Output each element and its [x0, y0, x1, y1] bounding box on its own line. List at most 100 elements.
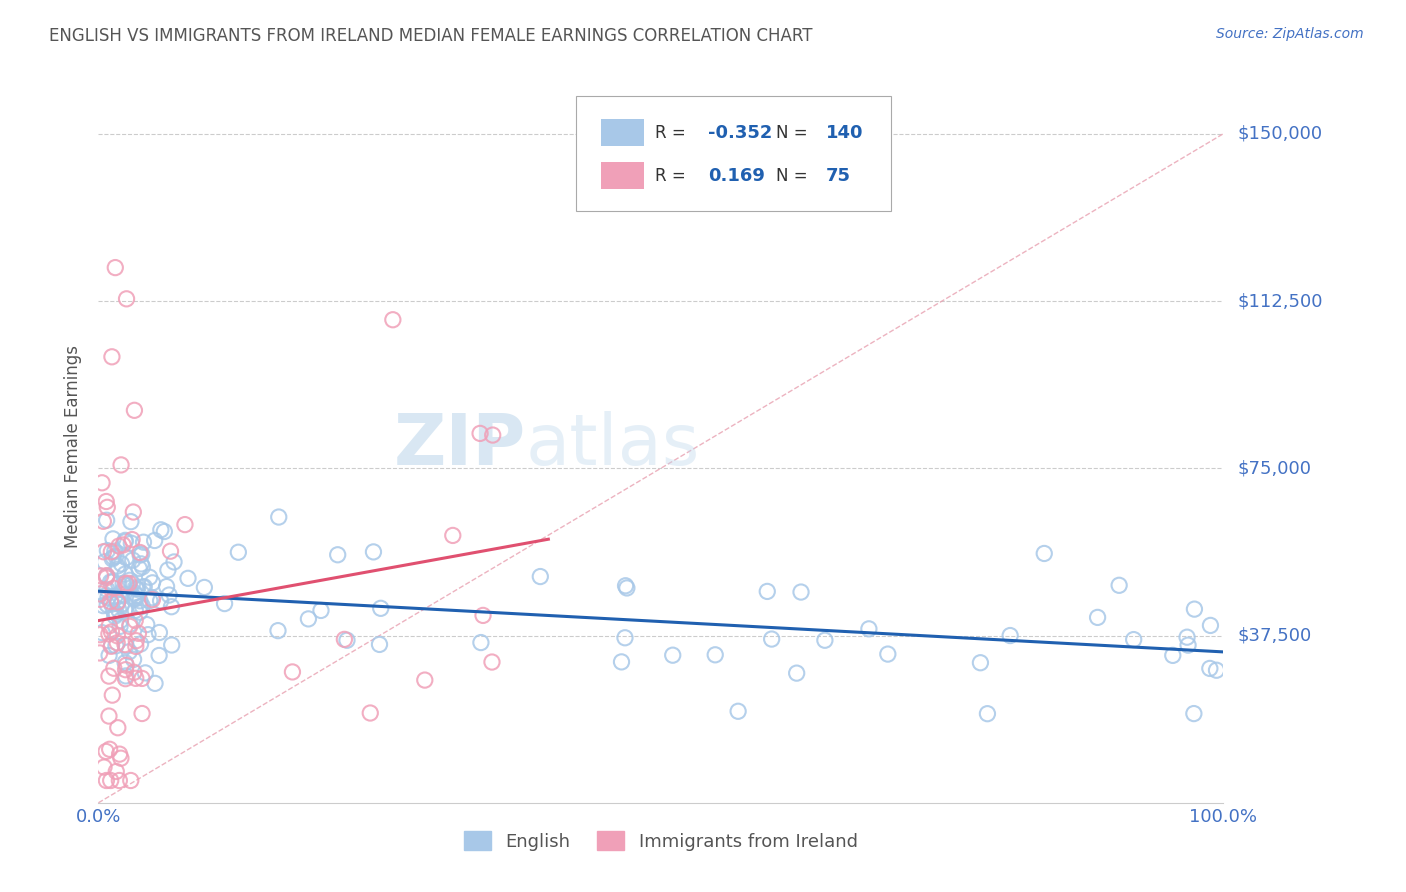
Point	[121, 576, 143, 591]
Point	[98, 648, 121, 663]
Point	[104, 639, 127, 653]
Point	[89, 592, 111, 607]
Point	[100, 624, 122, 639]
Point	[108, 619, 131, 633]
Point	[468, 426, 491, 441]
Point	[143, 676, 166, 690]
Point	[97, 709, 120, 723]
Point	[228, 545, 250, 559]
Point	[141, 591, 163, 605]
Point	[148, 648, 170, 663]
Point	[529, 569, 551, 583]
Point	[101, 574, 124, 589]
Point	[114, 533, 136, 548]
Point	[108, 603, 131, 617]
Point	[1122, 632, 1144, 647]
Point	[96, 500, 118, 515]
Point	[129, 637, 152, 651]
Point	[138, 570, 160, 584]
Text: ENGLISH VS IMMIGRANTS FROM IRELAND MEDIAN FEMALE EARNINGS CORRELATION CHART: ENGLISH VS IMMIGRANTS FROM IRELAND MEDIA…	[49, 27, 813, 45]
Point	[267, 624, 290, 638]
Point	[89, 646, 111, 660]
Point	[790, 585, 813, 599]
Point	[96, 582, 118, 597]
Point	[114, 534, 136, 549]
Text: N =: N =	[776, 124, 807, 142]
Point	[97, 669, 120, 683]
Point	[481, 428, 503, 442]
Point	[115, 639, 138, 653]
Point	[118, 619, 141, 633]
Point	[114, 669, 136, 683]
Point	[122, 505, 145, 519]
Point	[114, 638, 136, 652]
Point	[114, 672, 136, 686]
Point	[105, 559, 128, 574]
Point	[96, 494, 118, 508]
Text: 0.169: 0.169	[709, 167, 765, 185]
Point	[131, 599, 153, 613]
Point	[97, 591, 120, 605]
FancyBboxPatch shape	[576, 96, 891, 211]
Point	[96, 598, 118, 612]
Point	[104, 260, 127, 275]
Point	[100, 545, 122, 559]
Point	[124, 591, 146, 605]
Point	[115, 576, 138, 591]
Point	[149, 523, 172, 537]
Point	[108, 773, 131, 788]
Point	[101, 350, 124, 364]
Point	[326, 548, 349, 562]
Point	[91, 599, 114, 613]
Point	[104, 544, 127, 558]
Point	[148, 625, 170, 640]
Point	[103, 604, 125, 618]
Point	[969, 656, 991, 670]
Point	[125, 633, 148, 648]
Point	[100, 773, 122, 788]
Point	[1175, 630, 1198, 644]
Point	[139, 593, 162, 607]
Point	[101, 551, 124, 566]
Point	[96, 513, 118, 527]
Point	[107, 629, 129, 643]
Point	[470, 635, 492, 649]
Point	[91, 514, 114, 528]
Point	[1182, 706, 1205, 721]
Point	[132, 535, 155, 549]
Point	[858, 622, 880, 636]
Legend: English, Immigrants from Ireland: English, Immigrants from Ireland	[457, 824, 865, 858]
Point	[127, 626, 149, 640]
Point	[128, 561, 150, 575]
Point	[149, 594, 172, 608]
Point	[124, 591, 146, 606]
Point	[193, 581, 215, 595]
Point	[110, 557, 132, 571]
Text: R =: R =	[655, 167, 686, 185]
Point	[157, 588, 180, 602]
Point	[614, 631, 637, 645]
Point	[96, 571, 118, 585]
Point	[104, 609, 127, 624]
Point	[93, 589, 115, 603]
Point	[153, 524, 176, 539]
Point	[114, 603, 136, 617]
Text: atlas: atlas	[526, 411, 700, 481]
Point	[761, 632, 783, 646]
Text: -0.352: -0.352	[709, 124, 772, 142]
Point	[336, 633, 359, 648]
Point	[1184, 602, 1206, 616]
Point	[128, 605, 150, 619]
Text: ZIP: ZIP	[394, 411, 526, 481]
Point	[103, 661, 125, 675]
Point	[134, 665, 156, 680]
Point	[1033, 546, 1056, 560]
Point	[129, 599, 152, 614]
Point	[160, 638, 183, 652]
Point	[115, 550, 138, 565]
Point	[89, 587, 111, 601]
Text: 75: 75	[827, 167, 851, 185]
Point	[727, 704, 749, 718]
Point	[131, 672, 153, 686]
Point	[661, 648, 683, 663]
